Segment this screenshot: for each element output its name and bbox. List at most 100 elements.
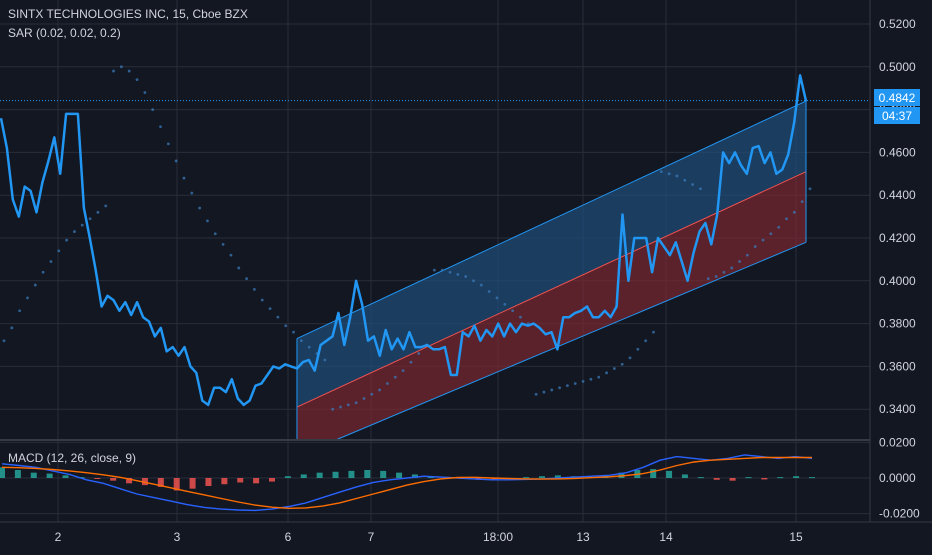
sar-dot bbox=[10, 326, 13, 329]
x-tick-label: 15 bbox=[789, 530, 803, 544]
macd-histogram-bar bbox=[47, 474, 53, 478]
sar-dot bbox=[276, 316, 279, 319]
sar-dot bbox=[543, 391, 546, 394]
sar-dot bbox=[402, 369, 405, 372]
macd-histogram-bar bbox=[317, 473, 323, 478]
sar-dot bbox=[707, 277, 710, 280]
sar-dot bbox=[746, 254, 749, 257]
macd-histogram-bar bbox=[63, 475, 69, 478]
sar-dot bbox=[668, 172, 671, 175]
sar-dot bbox=[206, 219, 209, 222]
symbol-title[interactable]: SINTX TECHNOLOGIES INC, 15, Cboe BZX bbox=[8, 7, 248, 21]
sar-dot bbox=[605, 371, 608, 374]
sar-dot bbox=[89, 217, 92, 220]
sar-dot bbox=[347, 404, 350, 407]
sar-dot bbox=[769, 232, 772, 235]
sar-dot bbox=[597, 376, 600, 379]
sar-dot bbox=[566, 384, 569, 387]
sar-dot bbox=[535, 393, 538, 396]
sar-dot bbox=[245, 277, 248, 280]
macd-histogram-bar bbox=[94, 478, 100, 479]
x-tick-label: 14 bbox=[659, 530, 673, 544]
sar-dot bbox=[230, 254, 233, 257]
sar-dot bbox=[410, 361, 413, 364]
sar-dot bbox=[582, 380, 585, 383]
x-tick-label: 18:00 bbox=[483, 530, 513, 544]
macd-histogram-bar bbox=[253, 478, 259, 483]
sar-dot bbox=[754, 245, 757, 248]
sar-dot bbox=[18, 309, 21, 312]
y-tick-label: 0.4200 bbox=[879, 231, 916, 245]
sar-dot bbox=[809, 187, 812, 190]
sar-dot bbox=[793, 211, 796, 214]
x-tick-label: 3 bbox=[174, 530, 181, 544]
x-tick-label: 7 bbox=[368, 530, 375, 544]
sar-legend[interactable]: SAR (0.02, 0.02, 0.2) bbox=[8, 26, 121, 40]
sar-dot bbox=[339, 406, 342, 409]
sar-dot bbox=[550, 389, 553, 392]
macd-histogram-bar bbox=[682, 474, 688, 478]
macd-histogram-bar bbox=[539, 476, 545, 478]
sar-dot bbox=[175, 160, 178, 163]
sar-dot bbox=[441, 269, 444, 272]
sar-dot bbox=[762, 239, 765, 242]
sar-dot bbox=[65, 239, 68, 242]
sar-dot bbox=[284, 324, 287, 327]
sar-dot bbox=[558, 386, 561, 389]
sar-dot bbox=[386, 382, 389, 385]
macd-histogram-bar bbox=[761, 478, 767, 479]
sar-dot bbox=[417, 352, 420, 355]
macd-histogram-bar bbox=[396, 473, 402, 478]
sar-dot bbox=[574, 382, 577, 385]
sar-dot bbox=[355, 401, 358, 404]
sar-dot bbox=[128, 70, 131, 73]
x-tick-label: 2 bbox=[55, 530, 62, 544]
sar-dot bbox=[738, 260, 741, 263]
sar-dot bbox=[723, 271, 726, 274]
y-tick-label: 0.3400 bbox=[879, 402, 916, 416]
macd-histogram-bar bbox=[730, 478, 736, 481]
macd-y-tick-label: -0.0200 bbox=[879, 507, 920, 521]
sar-dot bbox=[683, 179, 686, 182]
macd-histogram-bar bbox=[269, 478, 275, 482]
sar-dot bbox=[370, 393, 373, 396]
macd-histogram-bar bbox=[221, 478, 227, 484]
macd-histogram-bar bbox=[364, 470, 370, 478]
sar-dot bbox=[253, 288, 256, 291]
sar-dot bbox=[363, 397, 366, 400]
sar-dot bbox=[112, 70, 115, 73]
sar-dot bbox=[120, 65, 123, 68]
sar-dot bbox=[269, 307, 272, 310]
macd-legend[interactable]: MACD (12, 26, close, 9) bbox=[8, 451, 136, 465]
macd-histogram-bar bbox=[793, 476, 799, 478]
sar-dot bbox=[801, 200, 804, 203]
sar-dot bbox=[777, 226, 780, 229]
sar-dot bbox=[292, 331, 295, 334]
sar-dot bbox=[104, 205, 107, 208]
sar-dot bbox=[652, 331, 655, 334]
macd-histogram-bar bbox=[110, 478, 116, 481]
macd-histogram-bar bbox=[809, 477, 815, 478]
price-tag-price: 0.4842 bbox=[879, 91, 916, 105]
sar-dot bbox=[613, 367, 616, 370]
sar-dot bbox=[81, 224, 84, 227]
sar-dot bbox=[449, 271, 452, 274]
sar-dot bbox=[190, 192, 193, 195]
sar-dot bbox=[519, 316, 522, 319]
macd-histogram-bar bbox=[698, 477, 704, 478]
sar-dot bbox=[167, 142, 170, 145]
sar-dot bbox=[503, 303, 506, 306]
sar-dot bbox=[472, 279, 475, 282]
sar-dot bbox=[629, 356, 632, 359]
y-tick-label: 0.5200 bbox=[879, 17, 916, 31]
macd-histogram-bar bbox=[523, 477, 529, 478]
sar-dot bbox=[57, 249, 60, 252]
sar-dot bbox=[621, 363, 624, 366]
sar-dot bbox=[433, 269, 436, 272]
sar-dot bbox=[691, 183, 694, 186]
x-tick-label: 13 bbox=[576, 530, 590, 544]
macd-y-tick-label: 0.0200 bbox=[879, 435, 916, 449]
y-tick-label: 0.5000 bbox=[879, 60, 916, 74]
macd-histogram-bar bbox=[15, 470, 21, 478]
